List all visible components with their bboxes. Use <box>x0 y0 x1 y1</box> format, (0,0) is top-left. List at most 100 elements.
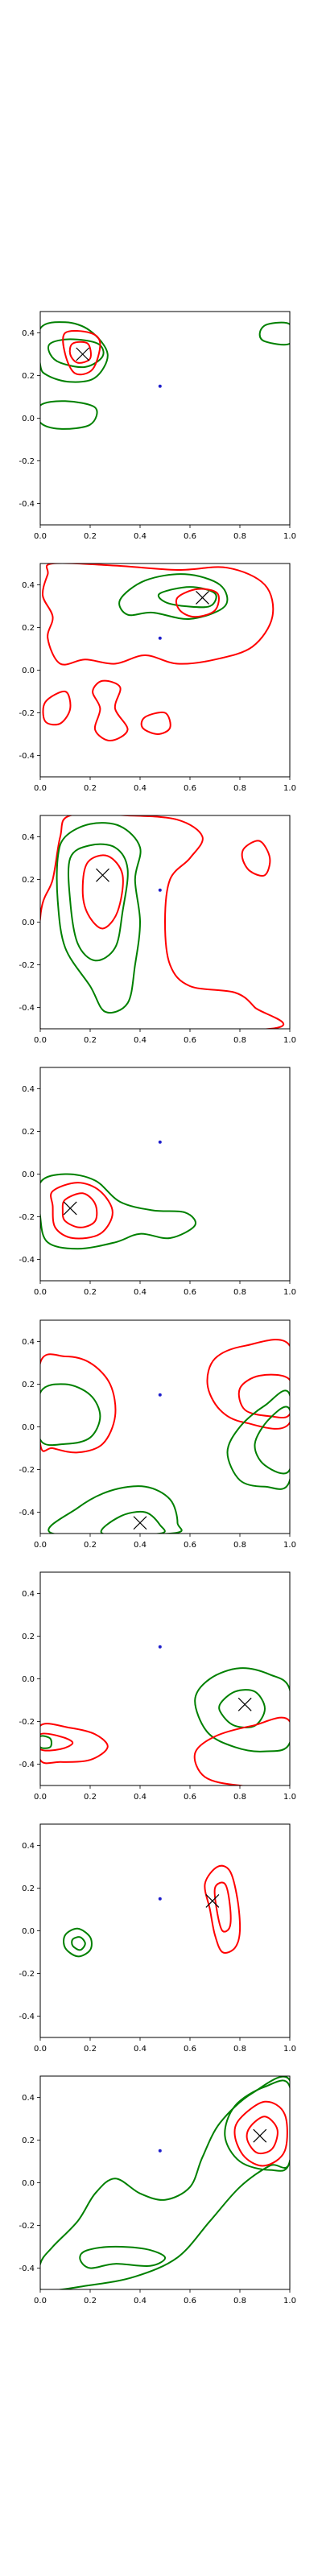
x-tick-label: 0.2 <box>84 1793 97 1802</box>
y-tick-label: 0.4 <box>22 581 35 590</box>
y-tick-label: -0.2 <box>19 709 35 718</box>
contour-group <box>40 321 290 430</box>
x-marker <box>133 1516 147 1530</box>
y-tick-label: 0.2 <box>22 2136 35 2145</box>
x-tick-label: 0.4 <box>134 532 147 541</box>
contour-red-5 <box>81 854 124 930</box>
x-tick-label: 0.6 <box>184 1288 196 1297</box>
contour-green-4 <box>67 843 129 962</box>
x-tick-label: 0.0 <box>34 1036 47 1045</box>
contour-group <box>40 815 285 1029</box>
contour-red-1 <box>40 1353 117 1454</box>
y-tick-label: 0.0 <box>22 1170 35 1179</box>
contour-group <box>40 2076 290 2289</box>
contour-green-2 <box>40 1383 101 1447</box>
x-tick-label: 0.6 <box>184 2297 196 2306</box>
contour-group <box>40 1339 290 1534</box>
y-tick-label: 0.2 <box>22 876 35 885</box>
x-marker <box>237 1697 252 1711</box>
contour-group <box>41 564 275 741</box>
x-tick-label: 0.8 <box>233 1793 246 1802</box>
y-tick-label: 0.4 <box>22 1590 35 1599</box>
contour-red-1 <box>204 1864 242 1954</box>
subplot-4: 0.0 0.2 0.4 0.6 0.8 1.0 -0.4 -0.2 0.0 0.2 0.4 <box>19 1067 296 1297</box>
y-tick-label: 0.2 <box>22 1128 35 1137</box>
y-tick-label: -0.2 <box>19 1466 35 1475</box>
center-point <box>158 888 162 892</box>
x-tick-label: 0.6 <box>184 784 196 793</box>
x-tick-label: 0.4 <box>134 1793 147 1802</box>
y-tick-label: -0.2 <box>19 1213 35 1222</box>
subplot-3: 0.0 0.2 0.4 0.6 0.8 1.0 -0.4 -0.2 0.0 0.2 0.4 <box>19 815 296 1045</box>
subplot-5: 0.0 0.2 0.4 0.6 0.8 1.0 -0.4 -0.2 0.0 0.2 0.4 <box>19 1319 296 1550</box>
x-marker <box>96 868 109 882</box>
contour-red-1 <box>41 564 275 666</box>
x-tick-label: 1.0 <box>283 2045 296 2054</box>
x-tick-label: 1.0 <box>283 784 296 793</box>
contour-green-3 <box>56 822 142 1013</box>
x-tick-label: 1.0 <box>283 1288 296 1297</box>
contour-red-2 <box>241 840 271 877</box>
x-tick-label: 0.8 <box>233 784 246 793</box>
x-tick-label: 0.2 <box>84 1036 97 1045</box>
y-tick-label: 0.4 <box>22 1085 35 1094</box>
center-point <box>158 1897 162 1901</box>
contour-green-3 <box>63 1927 93 1958</box>
y-tick-label: 0.2 <box>22 372 35 381</box>
x-tick-label: 0.4 <box>134 1036 147 1045</box>
contour-red-3 <box>92 679 129 741</box>
x-tick-label: 0.6 <box>184 1036 196 1045</box>
contour-red-1 <box>40 815 285 1029</box>
x-tick-label: 0.2 <box>84 2297 97 2306</box>
y-tick-label: 0.0 <box>22 1423 35 1432</box>
x-marker <box>253 2128 267 2143</box>
center-point <box>158 1393 162 1397</box>
x-tick-label: 0.2 <box>84 784 97 793</box>
center-point <box>158 1645 162 1649</box>
center-point <box>158 2149 162 2153</box>
contour-red-2 <box>50 1182 114 1240</box>
y-tick-label: 0.4 <box>22 1338 35 1347</box>
contour-green-1 <box>40 2076 290 2289</box>
contour-green-4 <box>71 1936 86 1951</box>
contour-red-6 <box>68 341 92 364</box>
contour-group <box>40 1667 290 1785</box>
contour-green-1 <box>194 1667 290 1752</box>
contour-green-6 <box>157 586 217 609</box>
x-tick-label: 1.0 <box>283 532 296 541</box>
x-tick-label: 0.4 <box>134 784 147 793</box>
x-tick-label: 0.8 <box>233 1541 246 1550</box>
contour-red-3 <box>206 1339 290 1430</box>
x-tick-label: 0.0 <box>34 1288 47 1297</box>
y-tick-label: -0.2 <box>19 457 35 466</box>
y-tick-label: -0.2 <box>19 1718 35 1727</box>
x-tick-label: 0.6 <box>184 1793 196 1802</box>
x-tick-label: 0.0 <box>34 784 47 793</box>
contour-red-2 <box>42 690 72 726</box>
center-point <box>158 1140 162 1144</box>
x-tick-label: 0.0 <box>34 532 47 541</box>
y-tick-label: 0.2 <box>22 624 35 633</box>
y-tick-label: -0.4 <box>19 2264 35 2273</box>
subplot-1: 0.0 0.2 0.4 0.6 0.8 1.0 -0.4 -0.2 0.0 0.2 0.4 <box>19 311 296 541</box>
axes-frame <box>39 1823 291 2038</box>
y-tick-label: -0.2 <box>19 961 35 970</box>
y-tick-label: 0.2 <box>22 1885 35 1893</box>
contour-green-1 <box>40 321 109 383</box>
y-tick-label: 0.4 <box>22 833 35 842</box>
x-tick-label: 0.4 <box>134 2045 147 2054</box>
x-tick-label: 0.0 <box>34 1541 47 1550</box>
x-tick-label: 0.2 <box>84 2045 97 2054</box>
center-point <box>158 636 162 640</box>
subplot-8: 0.0 0.2 0.4 0.6 0.8 1.0 -0.4 -0.2 0.0 0.2 0.4 <box>19 2075 296 2306</box>
contour-green-5 <box>118 573 229 620</box>
y-tick-label: -0.2 <box>19 2222 35 2231</box>
x-tick-label: 0.0 <box>34 1793 47 1802</box>
contour-green-2 <box>40 400 98 430</box>
x-tick-label: 0.4 <box>134 2297 147 2306</box>
y-tick-label: -0.4 <box>19 1004 35 1013</box>
contour-green-6 <box>254 1406 290 1475</box>
x-tick-label: 0.6 <box>184 1541 196 1550</box>
y-tick-label: -0.4 <box>19 500 35 509</box>
